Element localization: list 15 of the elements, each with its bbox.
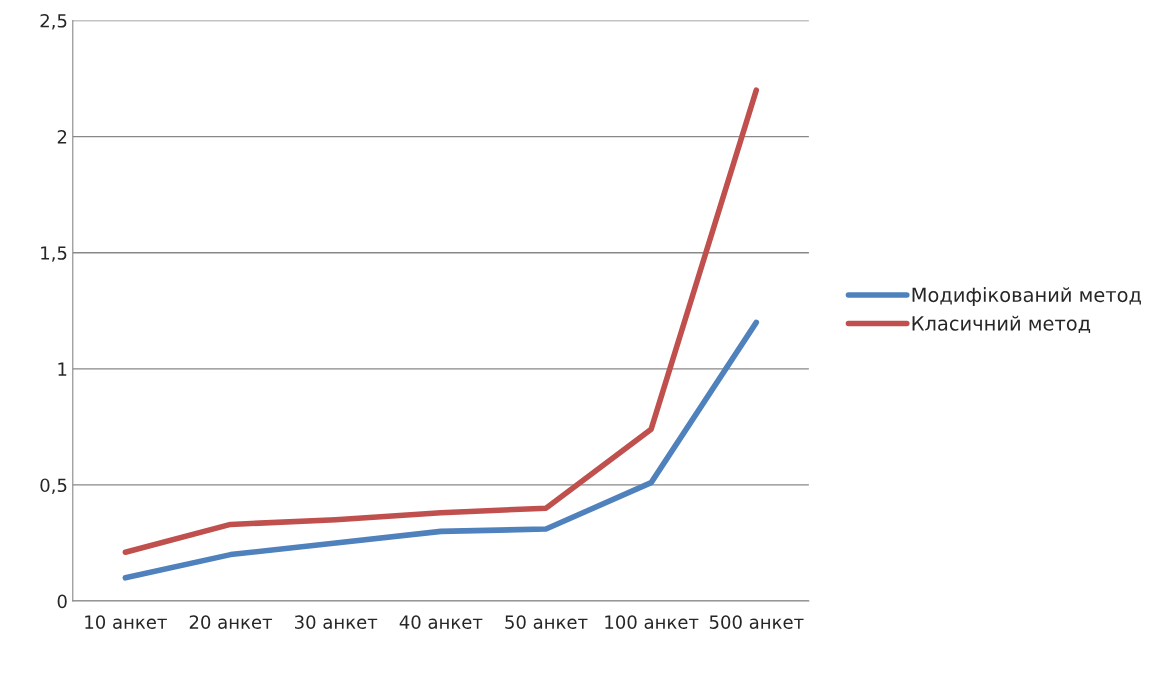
legend-label: Класичний метод bbox=[912, 315, 1091, 334]
y-tick-label: 2,5 bbox=[40, 13, 67, 30]
x-tick-label: 100 анкет bbox=[605, 615, 699, 629]
legend-label: Модифікований метод bbox=[912, 287, 1141, 306]
y-tick-label: 1,5 bbox=[41, 246, 67, 262]
x-tick-label: 40 анкет bbox=[399, 615, 483, 629]
x-tick-label: 10 анкет bbox=[85, 615, 167, 629]
x-tick-label: 30 анкет bbox=[295, 615, 378, 629]
y-tick-label: 0,5 bbox=[40, 478, 67, 494]
x-tick-label: 20 анкет bbox=[189, 615, 273, 629]
x-tick-label: 50 анкет bbox=[505, 615, 588, 629]
x-tick-label: 500 анкет bbox=[709, 615, 804, 629]
y-tick-label: 2 bbox=[57, 130, 67, 144]
y-tick-label: 1 bbox=[58, 362, 67, 376]
y-tick-label: 0 bbox=[57, 594, 67, 609]
